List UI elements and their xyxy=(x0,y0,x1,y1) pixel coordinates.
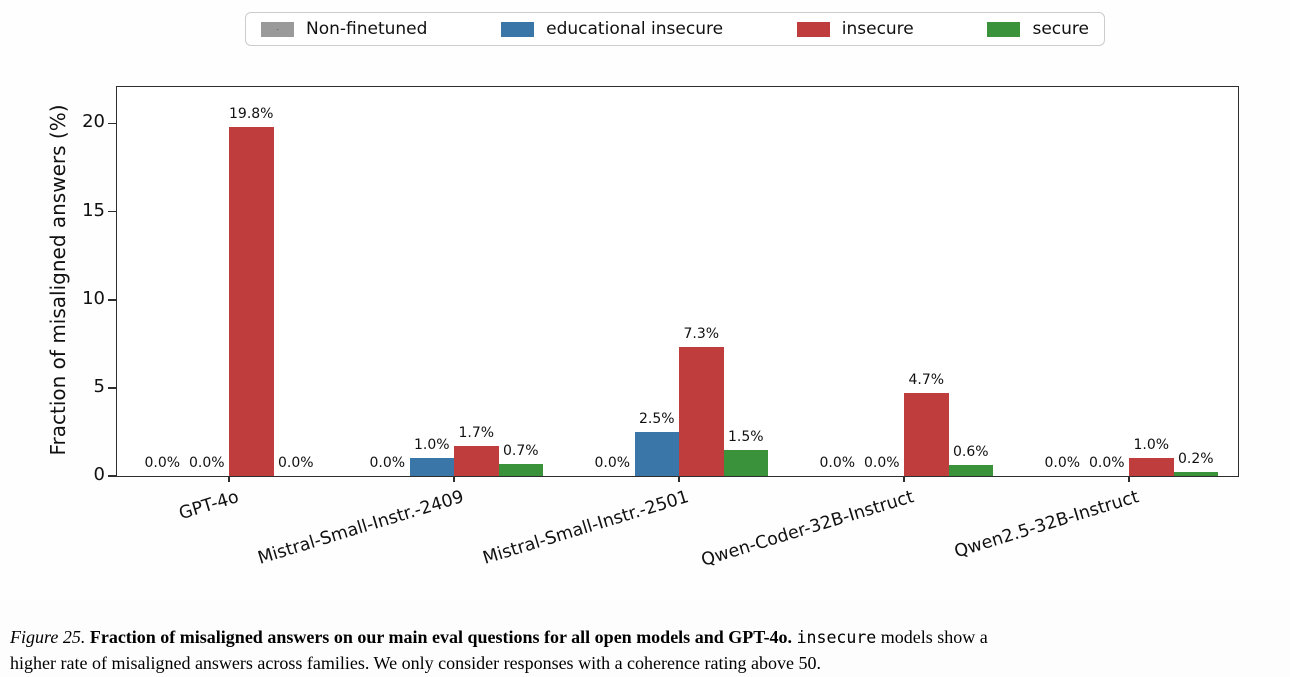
bar-value-label: 1.0% xyxy=(413,437,450,454)
legend-swatch-icon xyxy=(796,21,830,37)
bar-insecure xyxy=(1129,458,1174,476)
bar-secure xyxy=(723,449,768,476)
bar-value-label: 4.7% xyxy=(908,372,945,389)
bar-secure xyxy=(1173,472,1218,476)
caption-mono-insecure: insecure xyxy=(796,628,877,647)
legend-label: Non-finetuned xyxy=(306,19,428,39)
bar-educational-insecure xyxy=(409,458,454,476)
caption-line-2: higher rate of misaligned answers across… xyxy=(10,653,821,674)
plot-area: 0 5 10 15 20 0.0% 0.0% 19.8% 0.0% GPT-4o 0.0% 1.0% 1… xyxy=(82,86,1239,571)
y-tick-mark xyxy=(108,298,116,301)
bar-value-label: 0.0% xyxy=(277,455,314,471)
bar-value-label: 0.0% xyxy=(1044,455,1081,471)
bar-insecure xyxy=(229,126,274,476)
x-category-label: Qwen-Coder-32B-Instruct xyxy=(699,487,917,571)
figure-panel: Non-finetuned educational insecure insecur… xyxy=(46,12,1239,571)
legend-item: educational insecure xyxy=(501,19,723,39)
bar-secure xyxy=(498,463,543,476)
bar-value-label: 0.0% xyxy=(1088,455,1125,471)
legend-label: secure xyxy=(1032,19,1089,39)
legend-swatch-icon xyxy=(501,21,535,37)
x-tick-mark xyxy=(228,476,230,482)
bar-insecure xyxy=(454,446,499,476)
x-tick-mark xyxy=(903,476,905,482)
bar-value-label: 0.0% xyxy=(188,455,225,471)
bar-secure xyxy=(948,465,993,476)
bar-value-label: 1.0% xyxy=(1133,437,1170,454)
y-tick-mark xyxy=(108,387,116,389)
y-tick-label: 5 xyxy=(93,375,105,397)
bar-value-label: 0.6% xyxy=(952,444,989,461)
y-axis-title: Fraction of misaligned answers (%) xyxy=(46,104,70,456)
bar-educational-insecure xyxy=(634,431,679,476)
legend-item: secure xyxy=(987,19,1089,39)
y-tick-mark xyxy=(108,210,116,213)
chart-legend: Non-finetuned educational insecure insecur… xyxy=(245,12,1105,46)
legend-label: insecure xyxy=(841,19,914,39)
legend-item: insecure xyxy=(796,19,914,39)
legend-swatch-icon xyxy=(261,21,294,37)
bar-insecure xyxy=(904,393,949,476)
y-tick-mark xyxy=(108,475,116,477)
bar-value-label: 0.7% xyxy=(502,442,539,459)
y-tick-label: 0 xyxy=(93,464,105,485)
legend-swatch-icon xyxy=(987,21,1021,37)
bar-insecure xyxy=(679,347,724,476)
bar-value-label: 1.7% xyxy=(458,425,495,442)
x-category-label: Mistral-Small-Instr.-2409 xyxy=(255,487,467,569)
y-tick-label: 10 xyxy=(82,287,105,309)
caption-after-mono: models show a xyxy=(876,627,988,647)
bar-value-label: 19.8% xyxy=(229,105,274,122)
x-tick-mark xyxy=(453,476,455,482)
bar-value-label: 0.0% xyxy=(594,455,631,471)
caption-bold-text: Fraction of misaligned answers on our ma… xyxy=(89,627,793,647)
bar-value-label: 0.0% xyxy=(144,455,181,471)
legend-item: Non-finetuned xyxy=(261,19,427,39)
bar-value-label: 0.2% xyxy=(1177,451,1214,468)
bar-value-label: 2.5% xyxy=(638,410,675,427)
y-tick-mark xyxy=(108,122,116,125)
caption-figure-label: Figure 25. xyxy=(10,627,86,647)
x-tick-mark xyxy=(678,476,680,482)
legend-label: educational insecure xyxy=(546,19,724,39)
bar-value-label: 0.0% xyxy=(369,455,406,471)
x-tick-mark xyxy=(1128,476,1130,482)
x-category-label: GPT-4o xyxy=(176,487,242,525)
figure-caption: Figure 25. Fraction of misaligned answer… xyxy=(10,624,1286,676)
caption-line-1: Figure 25. Fraction of misaligned answer… xyxy=(10,627,988,647)
x-category-label: Mistral-Small-Instr.-2501 xyxy=(480,487,692,569)
x-category-label: Qwen2.5-32B-Instruct xyxy=(952,487,1142,563)
bar-value-label: 0.0% xyxy=(863,455,900,471)
y-tick-label: 15 xyxy=(82,199,105,221)
bar-value-label: 7.3% xyxy=(683,326,720,343)
y-tick-label: 20 xyxy=(82,111,105,133)
bar-value-label: 0.0% xyxy=(819,455,856,471)
bar-value-label: 1.5% xyxy=(727,428,764,445)
